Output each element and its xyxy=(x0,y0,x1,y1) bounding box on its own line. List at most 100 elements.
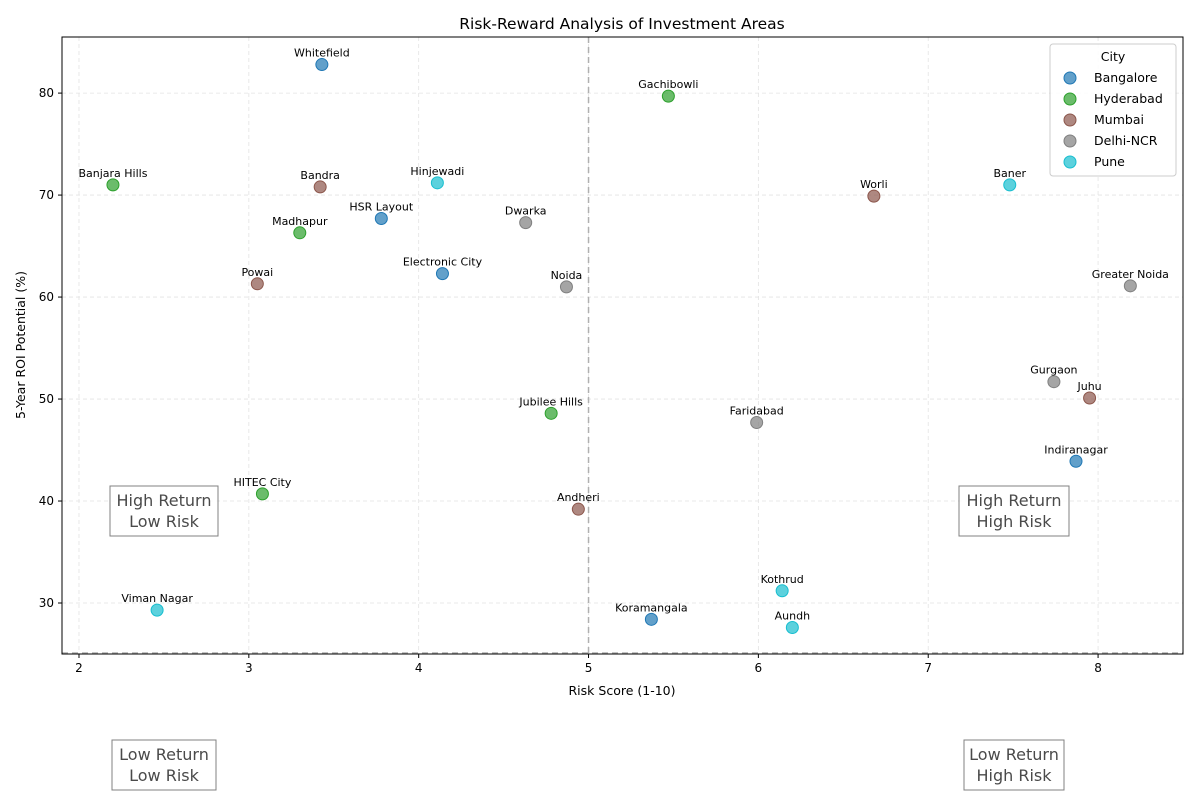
data-point xyxy=(1047,375,1061,389)
y-tick-label: 40 xyxy=(39,494,54,508)
y-tick-label: 80 xyxy=(39,86,54,100)
point-label: Faridabad xyxy=(730,404,784,417)
point-label: Greater Noida xyxy=(1092,268,1169,281)
point-label: Worli xyxy=(860,178,888,191)
quadrant-box-line2: High Risk xyxy=(976,766,1052,785)
point-label: Dwarka xyxy=(505,205,547,218)
point-label: Gachibowli xyxy=(638,78,698,91)
quadrant-box-line1: Low Return xyxy=(119,745,209,764)
y-tick-label: 70 xyxy=(39,188,54,202)
quadrant-box-frame xyxy=(963,739,1065,791)
quadrant-box-line1: High Return xyxy=(117,491,212,510)
point-label: Electronic City xyxy=(403,256,483,269)
point-label: Juhu xyxy=(1076,380,1101,393)
point-label: Kothrud xyxy=(761,573,804,586)
point-label: Indiranagar xyxy=(1044,443,1108,456)
data-point xyxy=(785,620,799,634)
data-point xyxy=(374,212,388,226)
data-point xyxy=(519,216,533,230)
legend: City Bangalore Hyderabad Mumbai Delhi-NCR Pun… xyxy=(1049,43,1177,177)
quadrant-box-frame xyxy=(111,739,217,791)
point-label: Baner xyxy=(993,167,1026,180)
point-label: Viman Nagar xyxy=(121,592,193,605)
data-point xyxy=(661,89,675,103)
legend-frame xyxy=(1049,43,1177,177)
data-point xyxy=(1069,454,1083,468)
point-label: HITEC City xyxy=(233,476,291,489)
quadrant-box-frame xyxy=(109,485,219,537)
data-points xyxy=(106,58,1137,634)
quadrant-box-line1: High Return xyxy=(967,491,1062,510)
point-label: Noida xyxy=(551,269,583,282)
data-point xyxy=(430,176,444,190)
plot-frame xyxy=(61,36,1184,655)
legend-marker xyxy=(1063,113,1077,127)
quadrant-box-frame xyxy=(958,485,1070,537)
data-point xyxy=(313,180,327,194)
quadrant-box-line2: Low Risk xyxy=(129,766,199,785)
quadrant-box-line2: High Risk xyxy=(976,512,1052,531)
chart-title: Risk-Reward Analysis of Investment Areas xyxy=(459,15,785,33)
point-label: Powai xyxy=(241,266,273,279)
x-axis-label: Risk Score (1-10) xyxy=(569,683,676,698)
legend-entry: Hyderabad xyxy=(1094,91,1163,106)
data-point xyxy=(293,226,307,240)
data-point xyxy=(150,603,164,617)
quadrant-box-line1: Low Return xyxy=(969,745,1059,764)
y-axis-label: 5-Year ROI Potential (%) xyxy=(13,271,28,419)
legend-marker xyxy=(1063,92,1077,106)
x-tick-label: 4 xyxy=(415,661,423,675)
legend-entry: Delhi-NCR xyxy=(1094,133,1158,148)
legend-entry: Mumbai xyxy=(1094,112,1144,127)
point-label: Hinjewadi xyxy=(410,165,464,178)
data-point xyxy=(250,277,264,291)
point-label: Andheri xyxy=(557,491,600,504)
point-label: HSR Layout xyxy=(349,201,413,214)
point-label: Banjara Hills xyxy=(78,167,147,180)
quadrant-box: High Return Low Risk xyxy=(109,485,219,537)
data-point xyxy=(255,487,269,501)
quadrant-box: Low Return High Risk xyxy=(963,739,1065,791)
data-point xyxy=(775,584,789,598)
data-point xyxy=(559,280,573,294)
legend-marker xyxy=(1063,155,1077,169)
quadrant-box: High Return High Risk xyxy=(958,485,1070,537)
data-point xyxy=(1123,279,1137,293)
reference-lines xyxy=(62,37,1183,654)
data-point xyxy=(544,406,558,420)
legend-entry: Bangalore xyxy=(1094,70,1158,85)
axis-ticks: 2 3 4 5 6 7 8 30 40 50 60 70 80 xyxy=(39,86,1102,675)
data-point xyxy=(1083,391,1097,405)
legend-marker xyxy=(1063,134,1077,148)
point-label: Whitefield xyxy=(294,47,350,60)
quadrant-box: Low Return Low Risk xyxy=(111,739,217,791)
legend-marker xyxy=(1063,71,1077,85)
data-point xyxy=(644,612,658,626)
data-point xyxy=(1003,178,1017,192)
data-point xyxy=(435,267,449,281)
x-tick-label: 6 xyxy=(755,661,763,675)
y-tick-label: 60 xyxy=(39,290,54,304)
x-tick-label: 8 xyxy=(1094,661,1102,675)
grid xyxy=(62,37,1183,654)
y-tick-label: 50 xyxy=(39,392,54,406)
point-label: Gurgaon xyxy=(1030,364,1077,377)
y-tick-label: 30 xyxy=(39,596,54,610)
point-label: Koramangala xyxy=(615,601,688,614)
x-tick-label: 3 xyxy=(245,661,253,675)
data-point xyxy=(315,58,329,72)
quadrant-box-line2: Low Risk xyxy=(129,512,199,531)
x-tick-label: 7 xyxy=(924,661,932,675)
x-tick-label: 5 xyxy=(585,661,593,675)
point-label: Jubilee Hills xyxy=(518,395,583,408)
data-point xyxy=(867,189,881,203)
data-point xyxy=(106,178,120,192)
x-tick-label: 2 xyxy=(75,661,83,675)
point-label: Madhapur xyxy=(272,215,328,228)
data-point xyxy=(750,415,764,429)
point-label: Aundh xyxy=(775,609,810,622)
point-labels: Whitefield HSR Layout Electronic City Koram… xyxy=(78,47,1168,623)
legend-title: City xyxy=(1101,49,1126,64)
